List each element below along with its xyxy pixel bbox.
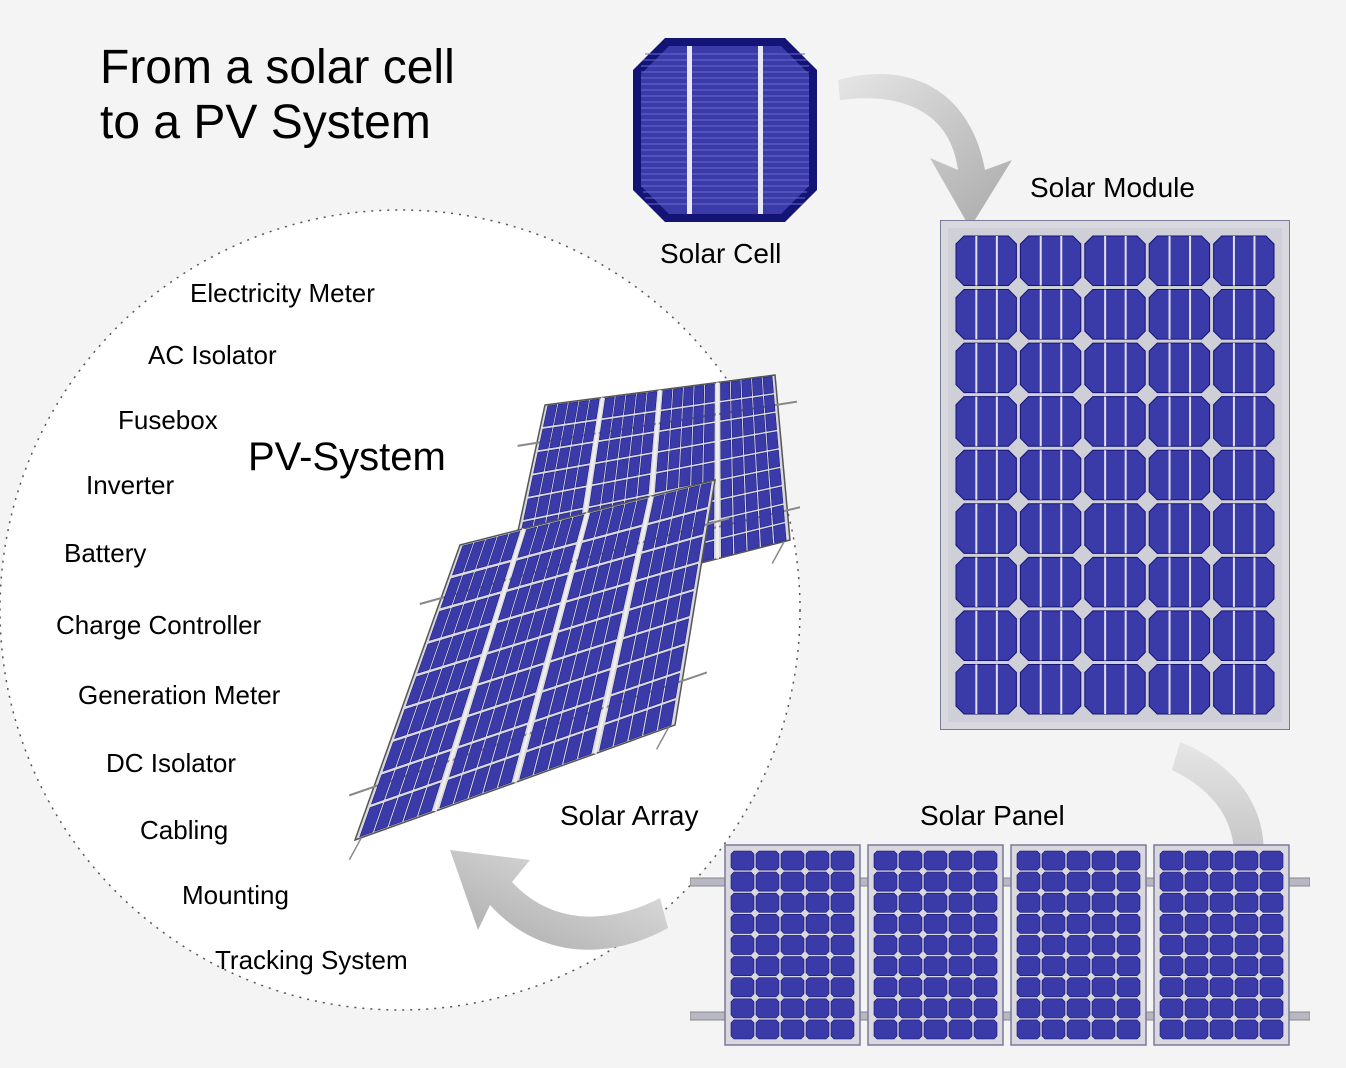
solar-cell-graphic	[625, 30, 825, 230]
solar-cell-label: Solar Cell	[660, 238, 781, 270]
solar-module-graphic	[940, 220, 1290, 730]
arrow-cell-to-module	[838, 74, 1012, 228]
solar-panel-label: Solar Panel	[920, 800, 1065, 832]
solar-array-graphic	[320, 370, 800, 880]
solar-module-label: Solar Module	[1030, 172, 1195, 204]
